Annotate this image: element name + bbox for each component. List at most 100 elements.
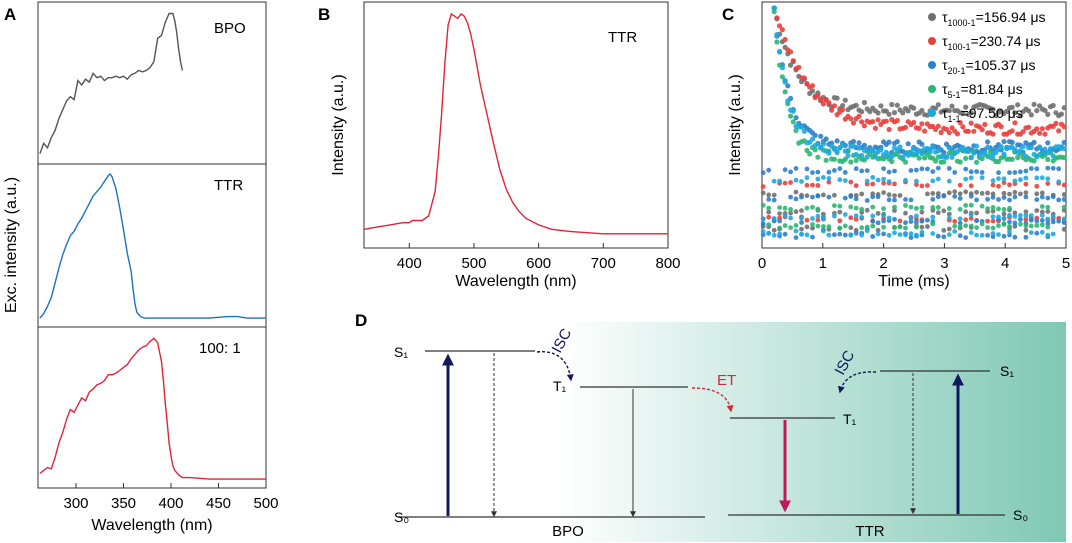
floor-point-20-1 [1050,219,1056,225]
panel-b-x-ticks: 400 500 600 700 800 [397,243,681,272]
floor-point-1-1 [1001,176,1007,182]
floor-point-20-1 [892,168,897,174]
floor-point-1-1 [760,229,766,235]
floor-point-1-1 [974,232,979,238]
bpo-s0-label: S₀ [394,509,409,525]
floor-point-1-1 [968,175,974,181]
floor-point-1-1 [826,176,832,181]
floor-point-1-1 [771,178,777,184]
floor-point-100-1 [919,183,925,189]
decay-point-1000-1 [891,110,898,116]
decay-point-1000-1 [933,105,939,111]
decay-point-100-1 [815,93,821,99]
floor-point-5-1 [870,204,876,210]
floor-point-5-1 [810,222,815,227]
decay-point-1000-1 [875,110,881,116]
floor-point-20-1 [990,194,996,200]
floor-point-1-1 [881,176,886,182]
panel-a-bpo-line [39,12,184,154]
floor-point-20-1 [957,220,963,226]
decay-point-100-1 [774,15,780,21]
floor-point-5-1 [793,223,799,228]
floor-point-5-1 [788,207,793,212]
panel-c: τ1000-1=156.94 μs τ100-1=230.74 μs τ20-1=1… [727,1,1070,290]
panel-c-tick-label-5: 5 [1062,255,1070,272]
floor-point-100-1 [766,214,772,220]
floor-point-1000-1 [777,211,782,217]
floor-point-20-1 [875,194,881,200]
floor-point-1000-1 [941,228,947,233]
floor-point-1-1 [930,178,936,184]
floor-point-20-1 [842,232,848,238]
decay-point-1-1 [924,145,931,152]
floor-point-1000-1 [946,190,952,196]
floor-point-5-1 [766,205,772,211]
floor-point-20-1 [1023,194,1029,200]
floor-point-100-1 [963,217,969,223]
floor-point-1-1 [821,175,826,180]
floor-point-1-1 [777,178,782,184]
floor-point-1-1 [903,232,908,238]
floor-point-20-1 [925,166,930,172]
decay-point-1-1 [1028,145,1034,151]
decay-point-5-1 [979,156,985,162]
panel-b-tick-label-700: 700 [591,255,616,272]
decay-point-1-1 [908,149,914,155]
floor-point-1-1 [979,175,985,181]
decay-point-100-1 [872,125,879,131]
decay-point-5-1 [933,158,939,164]
decay-point-100-1 [1042,131,1048,137]
floor-point-100-1 [810,182,815,188]
decay-point-1-1 [782,79,788,85]
floor-point-1-1 [1028,213,1034,218]
decay-point-1000-1 [935,102,941,108]
floor-point-1-1 [848,232,854,238]
floor-point-1000-1 [799,226,804,232]
panel-c-decay-points [760,5,1067,241]
decay-point-1000-1 [853,102,859,108]
floor-point-1000-1 [766,192,772,198]
decay-point-100-1 [982,121,988,128]
floor-point-1000-1 [848,225,854,231]
legend-marker-5-1 [928,85,936,93]
floor-point-1000-1 [892,208,897,213]
floor-point-1-1 [842,212,848,217]
floor-point-1-1 [935,176,941,182]
floor-point-1-1 [793,177,799,183]
floor-point-20-1 [1018,217,1023,222]
decay-point-1000-1 [878,103,884,109]
decay-point-5-1 [889,158,895,165]
floor-point-20-1 [782,167,788,173]
panel-b-ylabel: Intensity (a.u.) [330,74,347,175]
floor-point-1-1 [1056,179,1062,185]
decay-point-100-1 [861,123,868,129]
floor-point-20-1 [842,195,848,201]
floor-point-1000-1 [941,208,947,214]
floor-point-1-1 [892,230,897,236]
floor-point-5-1 [777,205,782,211]
floor-point-1-1 [1023,175,1029,181]
decay-point-1-1 [815,141,821,147]
floor-point-5-1 [935,205,941,210]
floor-point-20-1 [963,166,969,172]
decay-point-1-1 [820,141,827,147]
floor-point-100-1 [952,219,958,224]
floor-point-1-1 [821,228,826,234]
decay-point-1-1 [870,147,876,153]
floor-point-1-1 [1039,175,1045,181]
floor-point-1-1 [853,213,859,219]
floor-point-1-1 [864,178,870,184]
decay-point-100-1 [971,128,977,134]
decay-point-5-1 [974,159,980,165]
floor-point-1000-1 [1039,209,1045,215]
floor-point-20-1 [853,230,859,236]
decay-point-1-1 [779,65,786,71]
decay-point-20-1 [894,139,900,145]
floor-point-5-1 [859,225,865,231]
decay-point-100-1 [1026,124,1032,130]
decay-point-1-1 [946,145,952,151]
floor-point-20-1 [1023,168,1029,174]
decay-point-100-1 [856,113,862,119]
floor-point-5-1 [788,225,793,231]
floor-point-100-1 [848,179,854,185]
